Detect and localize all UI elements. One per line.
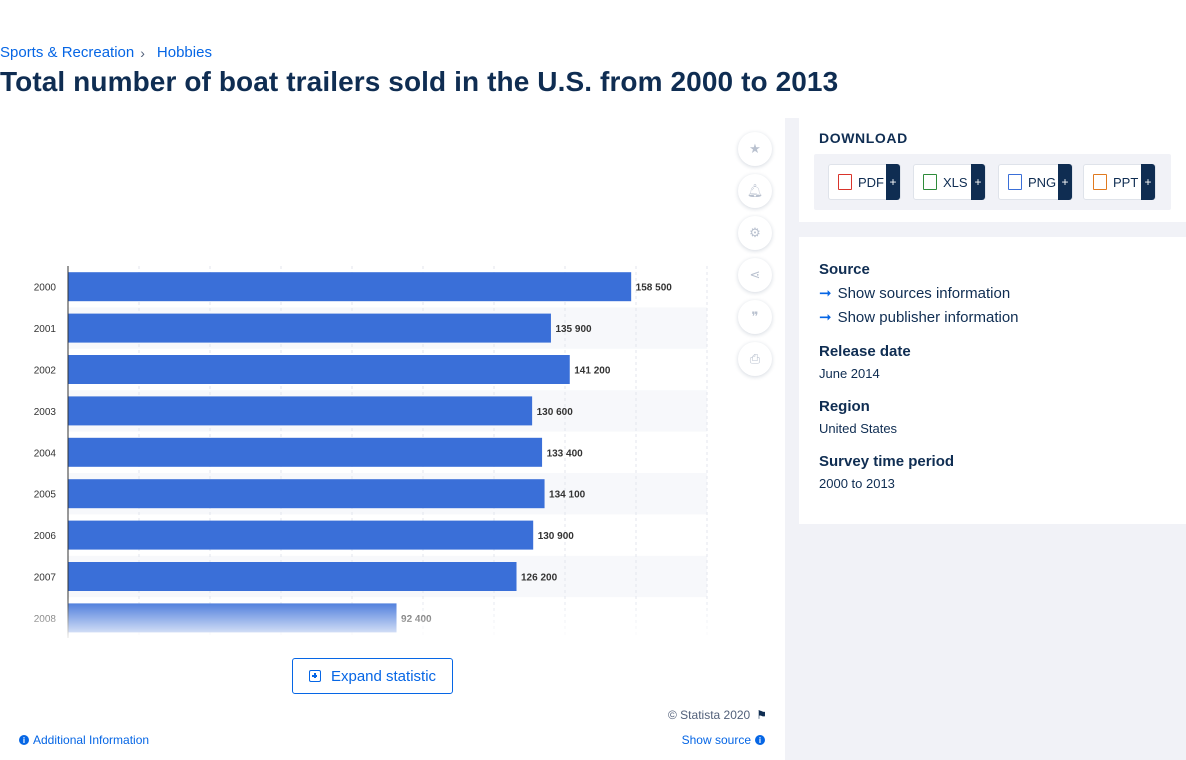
download-pdf-button[interactable]: PDF + [828,164,901,200]
additional-information-link[interactable]: i Additional Information [19,733,149,747]
chevron-right-icon: › [140,45,145,61]
breadcrumb-link-hobbies[interactable]: Hobbies [157,44,212,61]
bar [69,521,534,550]
star-icon[interactable]: ★ [738,132,772,166]
bar [69,396,533,425]
download-xls-button[interactable]: XLS + [913,164,986,200]
statistic-details-panel: Source ➞ Show sources information ➞ Show… [799,237,1186,524]
share-icon[interactable]: ⋖ [738,258,772,292]
plus-icon: + [1058,164,1072,200]
data-label: 141 200 [574,366,611,377]
ppt-file-icon [1093,174,1107,190]
release-date-heading: Release date [819,343,911,360]
additional-information-label: Additional Information [33,733,149,747]
bar [69,314,551,343]
show-source-link[interactable]: Show source i [682,733,765,747]
gear-icon[interactable]: ⚙ [738,216,772,250]
download-title: DOWNLOAD [819,130,908,146]
print-icon[interactable]: ⎙ [738,342,772,376]
tick-label: 2001 [34,324,57,335]
download-buttons: PDF + XLS + PNG + PPT + [814,154,1171,210]
data-label: 130 600 [537,407,574,418]
region-heading: Region [819,398,870,415]
bar [69,355,570,384]
tick-label: 2007 [34,573,57,584]
data-label: 130 900 [538,531,575,542]
survey-period-value: 2000 to 2013 [819,476,895,491]
copyright-text: © Statista 2020 [668,708,750,722]
bar [69,479,545,508]
copyright: © Statista 2020 ⚑ [668,708,767,722]
plus-icon: + [886,164,900,200]
expand-statistic-button[interactable]: Expand statistic [292,658,453,694]
download-ppt-label: PPT [1113,175,1138,190]
tick-label: 2006 [34,531,57,542]
png-file-icon [1008,174,1022,190]
bar [69,438,543,467]
download-pdf-label: PDF [858,175,884,190]
tick-label: 2003 [34,407,57,418]
tick-label: 2004 [34,448,57,459]
bar-chart: 2000 158 500 2001 135 900 2002 141 200 2003 130… [0,118,720,638]
plus-icon: + [1141,164,1155,200]
info-icon: i [19,735,29,745]
region-value: United States [819,421,897,436]
release-date-value: June 2014 [819,366,880,381]
plus-square-icon [309,670,321,682]
data-label: 126 200 [521,573,558,584]
download-panel: DOWNLOAD PDF + XLS + PNG + PPT + [799,118,1186,222]
show-source-label: Show source [682,733,751,747]
chart-fade-overlay [0,598,720,643]
tick-label: 2002 [34,366,57,377]
chart-toolbar: ★ 🔔︎ ⚙ ⋖ ❞ ⎙ [738,132,772,384]
show-sources-label: Show sources information [838,285,1011,302]
data-label: 134 100 [549,490,586,501]
chart-card: 2000 158 500 2001 135 900 2002 141 200 2003 130… [0,118,785,760]
breadcrumb-link-sports[interactable]: Sports & Recreation [0,44,134,61]
bar [69,562,517,591]
download-png-label: PNG [1028,175,1056,190]
source-heading: Source [819,261,870,278]
show-publisher-link[interactable]: ➞ Show publisher information [819,308,1019,326]
xls-file-icon [923,174,937,190]
data-label: 158 500 [636,283,673,294]
breadcrumb: Sports & Recreation › Hobbies [0,44,212,61]
arrow-right-icon: ➞ [819,308,832,326]
download-ppt-button[interactable]: PPT + [1083,164,1156,200]
expand-statistic-label: Expand statistic [331,668,436,685]
data-label: 133 400 [547,448,584,459]
bell-icon[interactable]: 🔔︎ [738,174,772,208]
info-icon: i [755,735,765,745]
page-title: Total number of boat trailers sold in th… [0,66,838,98]
data-label: 135 900 [555,324,592,335]
tick-label: 2005 [34,490,57,501]
download-png-button[interactable]: PNG + [998,164,1073,200]
download-xls-label: XLS [943,175,968,190]
plus-icon: + [971,164,985,200]
bar [69,272,632,301]
show-publisher-label: Show publisher information [838,309,1019,326]
flag-icon[interactable]: ⚑ [756,708,767,722]
show-sources-link[interactable]: ➞ Show sources information [819,284,1010,302]
tick-label: 2000 [34,283,57,294]
arrow-right-icon: ➞ [819,284,832,302]
quote-icon[interactable]: ❞ [738,300,772,334]
survey-period-heading: Survey time period [819,453,954,470]
pdf-file-icon [838,174,852,190]
